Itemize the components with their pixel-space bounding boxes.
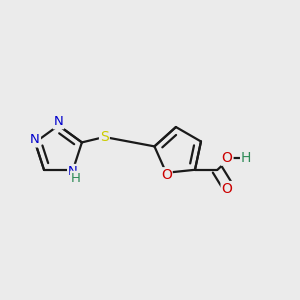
- Text: N: N: [54, 115, 63, 128]
- Text: N: N: [68, 165, 78, 178]
- Text: O: O: [222, 151, 232, 165]
- Text: S: S: [100, 130, 109, 144]
- Text: O: O: [161, 168, 172, 182]
- Text: O: O: [222, 182, 232, 196]
- Text: H: H: [241, 151, 251, 165]
- Text: N: N: [30, 134, 40, 146]
- Text: H: H: [71, 172, 81, 185]
